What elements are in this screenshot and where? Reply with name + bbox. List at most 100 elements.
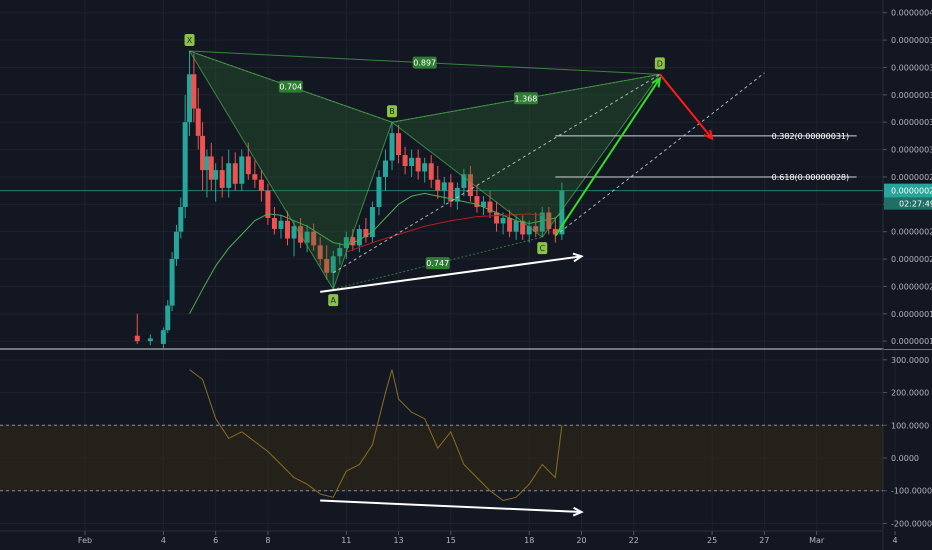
candle-body xyxy=(487,201,493,213)
pattern-point-b-marker xyxy=(387,105,398,118)
price-tick-label: 0.00000032 xyxy=(891,118,932,127)
candle-body xyxy=(363,228,369,238)
trend-arrows xyxy=(320,73,714,517)
pattern-ratio-badge xyxy=(425,257,450,270)
candle-body xyxy=(169,259,175,306)
time-tick-label: 4 xyxy=(892,536,897,545)
time-tick-label: 13 xyxy=(393,536,403,545)
candle-body xyxy=(187,74,193,123)
candle-body xyxy=(213,170,219,180)
candle-body xyxy=(513,220,519,232)
time-tick-label: 18 xyxy=(524,536,534,545)
trend-arrow-head xyxy=(572,252,584,263)
time-tick-label: 15 xyxy=(446,536,456,545)
candle-body xyxy=(428,163,434,180)
candle-body xyxy=(252,174,258,180)
candle-body xyxy=(520,220,526,235)
pattern-point-c-marker xyxy=(537,242,548,255)
candle-body xyxy=(165,305,171,331)
time-tick-label: 20 xyxy=(576,536,586,545)
candle-body xyxy=(350,237,356,246)
channel-line xyxy=(555,72,765,237)
cci-tick-label: 200.0000 xyxy=(891,389,929,398)
price-tick-label: 0.00000034 xyxy=(891,91,932,100)
cci-band-fill xyxy=(0,425,883,491)
time-tick-label: 11 xyxy=(341,536,351,545)
pattern-ratio-badge xyxy=(513,92,538,105)
candle-body xyxy=(389,133,395,161)
price-tick-label: 0.00000024 xyxy=(891,228,932,237)
candle-body xyxy=(226,163,232,188)
candle-body xyxy=(160,330,166,344)
time-tick-label: 8 xyxy=(265,536,270,545)
candle-body xyxy=(552,228,558,235)
candle-body xyxy=(271,218,277,229)
candle-body xyxy=(182,122,188,208)
pattern-ratio-label: 0.897 xyxy=(413,59,436,68)
candle-body xyxy=(454,187,460,202)
cci-axis[interactable]: 300.0000 200.0000 100.0000 0.0000 -100.0000 -… xyxy=(883,356,932,529)
time-tick-label: Feb xyxy=(78,536,92,545)
price-tick-label: 0.00000036 xyxy=(891,63,932,72)
pattern-point-b-label: B xyxy=(389,107,395,116)
cci-indicator xyxy=(189,369,563,502)
cci-tick-label: -100.0000 xyxy=(891,487,932,496)
cci-tick-label: 300.0000 xyxy=(891,356,929,365)
pattern-ratio-label: 0.704 xyxy=(279,83,302,92)
time-axis[interactable]: Feb 4 6 8 11 13 15 18 20 22 25 27 Mar 4 xyxy=(78,531,898,545)
countdown-badge xyxy=(884,197,932,210)
candle-body xyxy=(173,231,179,260)
price-tick-label: 0.00000038 xyxy=(891,36,932,45)
trend-arrow-head xyxy=(572,506,584,517)
candle-body xyxy=(311,231,317,246)
candle-body xyxy=(195,108,201,136)
countdown-label: 02:27:49 xyxy=(899,200,932,209)
pattern-ratio-badge xyxy=(412,56,437,69)
pattern-point-c-label: C xyxy=(539,244,545,253)
candle-body xyxy=(324,259,330,273)
pattern-ratio-label: 0.747 xyxy=(426,259,449,268)
fib-level-label: 0.618(0.00000028) xyxy=(772,173,850,182)
pattern-point-a-label: A xyxy=(330,296,336,305)
pattern-point-a-marker xyxy=(328,294,339,307)
ma-fast-line xyxy=(189,192,563,315)
pattern-ratio-badge xyxy=(278,80,303,93)
cci-line xyxy=(189,369,563,502)
candle-body xyxy=(232,163,238,184)
trend-arrow-line xyxy=(320,255,582,293)
candle-body xyxy=(546,212,552,229)
candle-body xyxy=(265,190,271,218)
candle-body xyxy=(245,156,251,175)
candle-body xyxy=(343,237,349,249)
harmonic-pattern: X A B C D 0.704 0.897 1.368 0.747 xyxy=(184,34,765,307)
candle-body xyxy=(317,245,323,260)
time-tick-label: Mar xyxy=(809,536,825,545)
pattern-point-x-marker xyxy=(184,34,195,47)
price-tick-label: 0.00000022 xyxy=(891,255,932,264)
candle-body xyxy=(448,182,454,202)
candle-body xyxy=(204,156,210,171)
time-tick-label: 27 xyxy=(759,536,769,545)
pattern-point-d-label: D xyxy=(657,59,663,68)
candle-body xyxy=(539,212,545,232)
cci-band xyxy=(0,424,883,492)
candle-body xyxy=(441,182,447,191)
fib-level-label: 0.382(0.00000031) xyxy=(772,132,850,141)
candles xyxy=(134,51,565,348)
candle-body xyxy=(435,179,441,191)
time-tick-label: 4 xyxy=(161,536,166,545)
candle-body xyxy=(191,74,197,109)
cci-tick-label: 0.0000 xyxy=(891,454,919,463)
candle-body xyxy=(402,155,408,166)
candle-body xyxy=(337,248,343,257)
time-tick-label: 6 xyxy=(213,536,218,545)
candle-body xyxy=(219,170,225,188)
candle-body xyxy=(147,338,153,342)
time-tick-label: 25 xyxy=(707,536,717,545)
candle-body xyxy=(330,256,336,273)
candle-body xyxy=(200,135,206,171)
